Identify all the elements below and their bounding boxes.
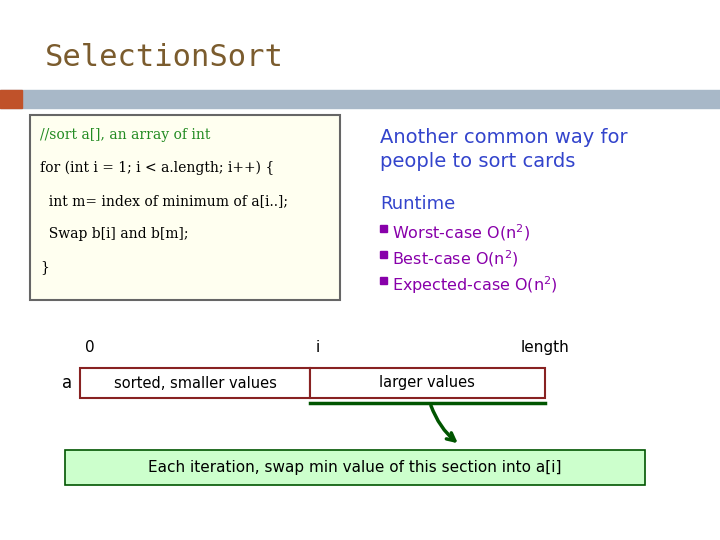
Text: for (int i = 1; i < a.length; i++) {: for (int i = 1; i < a.length; i++) { [40, 161, 274, 176]
Text: Worst-case O(n$^2$): Worst-case O(n$^2$) [392, 222, 530, 242]
Text: people to sort cards: people to sort cards [380, 152, 575, 171]
Text: Runtime: Runtime [380, 195, 455, 213]
Bar [0, 90, 22, 108]
Text: larger values: larger values [379, 375, 475, 390]
Bar [0, 90, 720, 108]
Text: Best-case O(n$^2$): Best-case O(n$^2$) [392, 248, 518, 269]
Bar [310, 368, 545, 398]
Text: int m= index of minimum of a[i..];: int m= index of minimum of a[i..]; [40, 194, 288, 208]
Text: length: length [521, 340, 570, 355]
Bar [80, 368, 310, 398]
Text: a: a [62, 374, 72, 392]
Text: i: i [316, 340, 320, 355]
Text: Swap b[i] and b[m];: Swap b[i] and b[m]; [40, 227, 189, 241]
Text: }: } [40, 260, 49, 274]
Bar [380, 277, 387, 284]
Text: Another common way for: Another common way for [380, 128, 628, 147]
Bar [380, 251, 387, 258]
Text: //sort a[], an array of int: //sort a[], an array of int [40, 128, 210, 142]
Bar [30, 115, 340, 300]
Bar [65, 450, 645, 485]
FancyArrowPatch shape [431, 406, 455, 441]
Text: Each iteration, swap min value of this section into a[i]: Each iteration, swap min value of this s… [148, 460, 562, 475]
Text: sorted, smaller values: sorted, smaller values [114, 375, 276, 390]
Text: 0: 0 [85, 340, 94, 355]
Bar [380, 225, 387, 232]
Text: Expected-case O(n$^2$): Expected-case O(n$^2$) [392, 274, 558, 296]
Text: SelectionSort: SelectionSort [45, 43, 284, 72]
